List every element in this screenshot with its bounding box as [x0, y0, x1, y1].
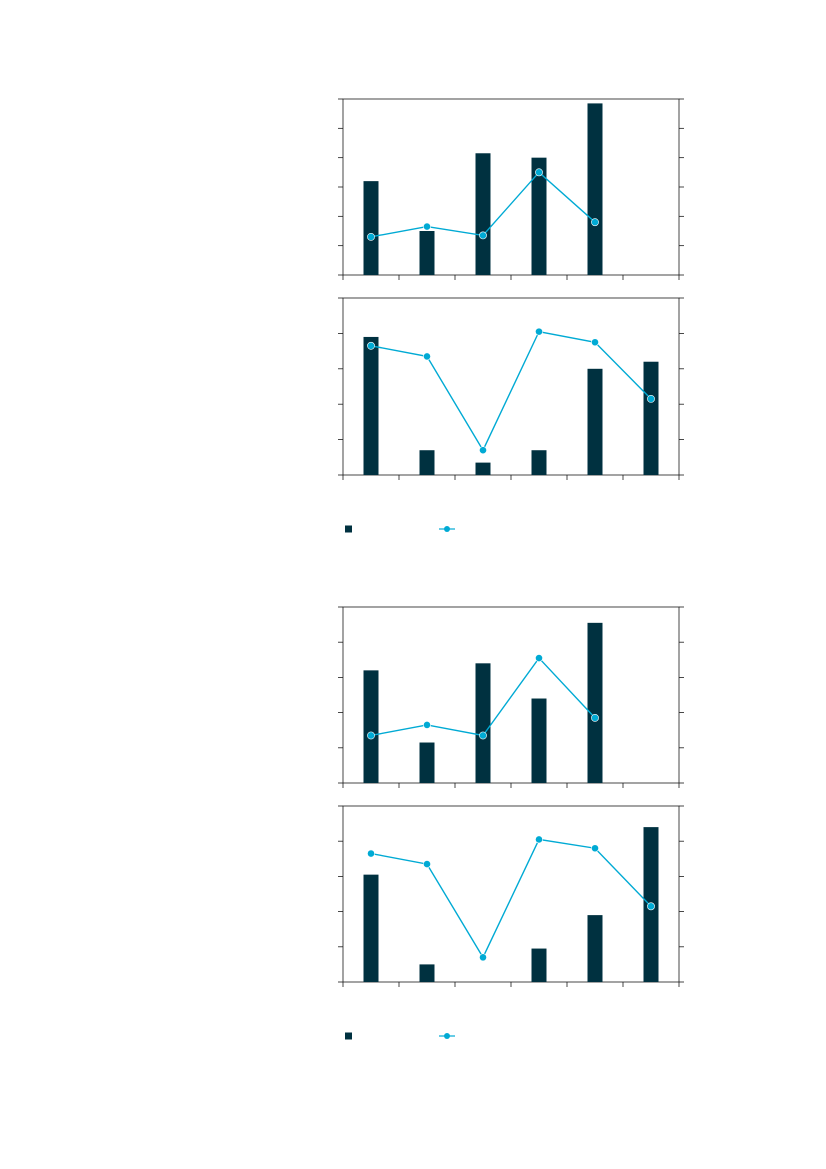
plot-frame — [342, 805, 680, 983]
legend — [345, 1032, 455, 1040]
line-point-4 — [535, 168, 543, 177]
plot-frame — [342, 297, 680, 476]
line-point-3 — [479, 953, 487, 962]
line-point-4 — [535, 835, 543, 844]
bar-4 — [531, 450, 547, 475]
bar-2 — [419, 964, 435, 982]
line-point-5 — [591, 218, 599, 227]
bar-1 — [363, 874, 379, 982]
line-point-4 — [535, 327, 543, 336]
line-point-1 — [367, 341, 375, 350]
bar-1 — [363, 670, 379, 783]
legend-line-marker — [444, 526, 450, 532]
line-point-4 — [535, 654, 543, 662]
line-point-5 — [591, 338, 599, 347]
bar-2 — [419, 231, 435, 275]
line-series — [370, 330, 652, 452]
line-series — [370, 838, 652, 959]
bar-5 — [587, 103, 603, 276]
chart-2-panel-1 — [338, 606, 684, 788]
line-point-6 — [647, 902, 655, 911]
line-point-1 — [367, 849, 375, 858]
line-point-6 — [647, 394, 655, 403]
bar-1 — [363, 181, 379, 275]
bar-1 — [363, 336, 379, 475]
bar-2 — [419, 742, 435, 783]
line-point-3 — [479, 731, 487, 740]
line-point-3 — [479, 231, 487, 240]
chart-2-panel-2 — [338, 805, 684, 987]
line-point-2 — [423, 721, 431, 729]
bar-6 — [643, 361, 659, 475]
bar-4 — [531, 157, 547, 275]
legend-bar-swatch — [345, 1032, 352, 1040]
line-point-5 — [591, 713, 599, 722]
legend — [345, 525, 455, 533]
bar-4 — [531, 948, 547, 982]
line-point-2 — [423, 860, 431, 868]
line-point-2 — [423, 222, 431, 231]
line-point-2 — [423, 352, 431, 361]
legend-line-marker — [444, 1033, 450, 1039]
line-point-5 — [591, 844, 599, 853]
plot-frame — [342, 606, 680, 784]
chart-1 — [338, 98, 684, 533]
bar-3 — [475, 462, 491, 475]
bar-4 — [531, 698, 547, 783]
bar-3 — [475, 663, 491, 783]
bar-5 — [587, 915, 603, 982]
bar-3 — [475, 153, 491, 275]
bar-2 — [419, 450, 435, 475]
chart-1-panel-2 — [338, 297, 684, 480]
legend-bar-swatch — [345, 525, 352, 533]
line-point-3 — [479, 446, 487, 455]
bar-5 — [587, 368, 603, 475]
line-point-1 — [367, 232, 375, 241]
line-point-1 — [367, 731, 375, 740]
bar-5 — [587, 622, 603, 783]
chart-2 — [338, 606, 684, 1040]
plot-frame — [342, 98, 680, 276]
chart-1-panel-1 — [338, 98, 684, 280]
